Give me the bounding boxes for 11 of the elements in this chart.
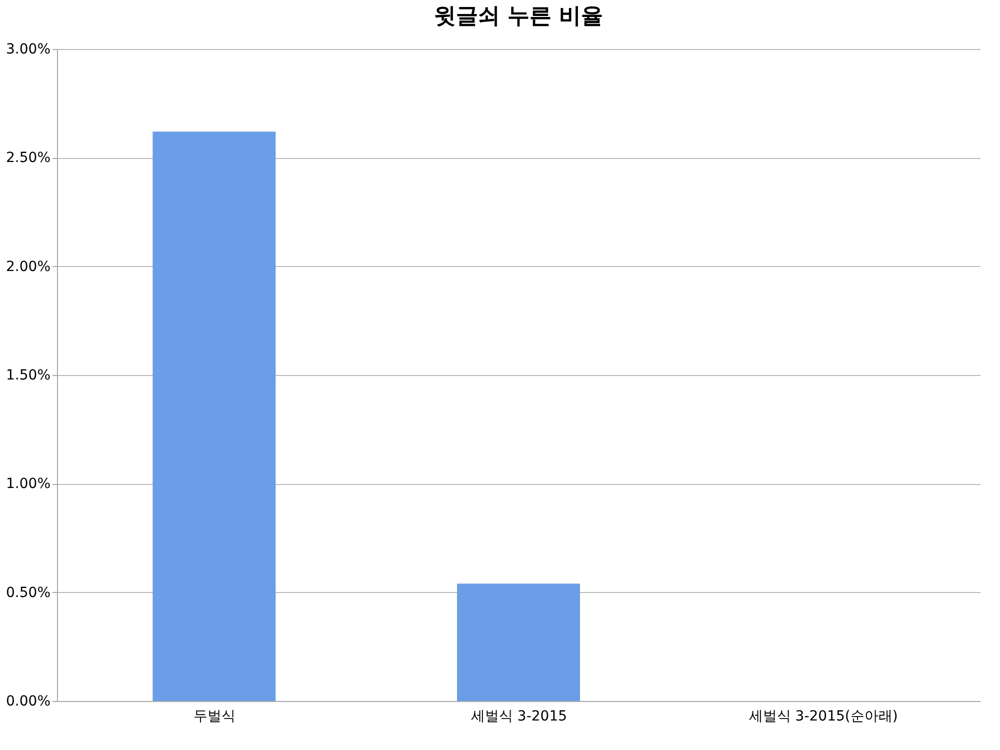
chart-title: 윗글쇠 누른 비율 bbox=[434, 4, 604, 29]
y-tick-label: 1.00% bbox=[6, 476, 50, 492]
x-tick-label: 세벌식 3-2015 bbox=[470, 708, 568, 724]
y-tick-label: 0.50% bbox=[6, 584, 50, 601]
y-tick-label: 2.00% bbox=[6, 258, 50, 275]
y-tick-label: 0.00% bbox=[6, 694, 50, 710]
y-tick-label: 1.50% bbox=[6, 368, 50, 384]
x-tick-label: 세벌식 3-2015(순아래) bbox=[748, 708, 898, 724]
x-tick-label: 두벌식 bbox=[194, 708, 236, 724]
y-tick-label: 2.50% bbox=[6, 150, 50, 166]
y-tick-label: 3.00% bbox=[6, 42, 50, 58]
